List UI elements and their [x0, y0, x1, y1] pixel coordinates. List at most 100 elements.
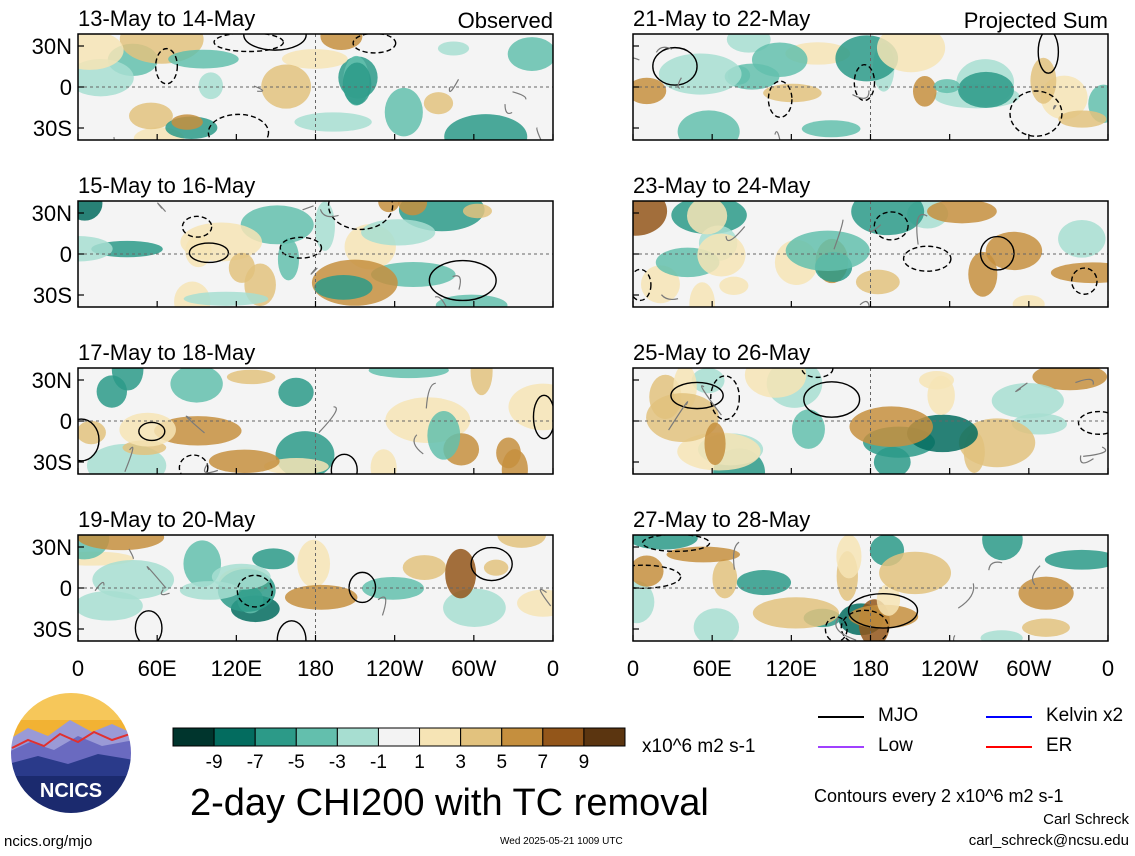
map-panel: 30N 0 30S 15-May to 16-May: [32, 173, 554, 308]
y-tick-label: 30S: [33, 450, 72, 475]
coastline: [124, 446, 134, 472]
mjo-contour: [1009, 90, 1063, 137]
colorbar-units: x10^6 m2 s-1: [642, 736, 756, 757]
colorbar-swatch: [172, 727, 215, 747]
anomaly-blob: [752, 597, 839, 629]
mjo-contour: [824, 616, 848, 641]
anomaly-blob: [263, 458, 329, 474]
coastline: [916, 214, 928, 245]
map-panel: 30N 0 30S 13-May to 14-May Observed: [32, 6, 554, 141]
mjo-contour: [428, 259, 497, 302]
anomaly-blob: [361, 219, 436, 246]
y-tick-label: 30S: [33, 283, 72, 308]
anomaly-blob: [633, 77, 667, 105]
anomaly-blob: [294, 112, 372, 132]
anomaly-blob: [170, 368, 223, 403]
anomaly-blob: [198, 72, 223, 100]
colorbar-swatch: [254, 727, 297, 747]
coastline: [536, 127, 542, 140]
mjo-contour: [803, 381, 861, 418]
anomaly-blob: [342, 62, 372, 106]
coastline: [539, 588, 552, 607]
mjo-contour: [178, 454, 209, 474]
anomaly-blob: [92, 559, 175, 600]
coastline: [253, 85, 264, 92]
colorbar-swatch: [295, 727, 338, 747]
anomaly-blob: [444, 114, 528, 140]
anomaly-blob: [646, 393, 719, 442]
anomaly-blob: [470, 368, 493, 396]
coastline: [113, 136, 115, 140]
coastline: [957, 583, 975, 609]
anomaly-blob: [423, 92, 454, 115]
ncics-logo: NCICS: [8, 690, 134, 816]
anomaly-blob: [640, 265, 680, 304]
panel-period: 19-May to 20-May: [78, 507, 255, 532]
anomaly-blob: [744, 368, 807, 398]
mjo-contour: [470, 546, 513, 582]
coastline: [859, 300, 870, 307]
x-tick-label: 60W: [1006, 656, 1051, 681]
anomaly-blob: [228, 252, 256, 283]
anomaly-blob: [78, 420, 106, 445]
footer-url[interactable]: ncics.org/mjo: [4, 833, 93, 850]
mjo-contour: [330, 453, 358, 474]
colorbar-label: -5: [288, 752, 305, 772]
anomaly-blob: [693, 608, 740, 641]
mjo-contour: [1070, 267, 1098, 295]
mjo-contour: [181, 215, 213, 238]
anomaly-blob: [633, 535, 698, 550]
anomaly-blob: [876, 34, 946, 73]
x-tick-label: 120E: [211, 656, 262, 681]
coastline: [655, 46, 673, 53]
anomaly-blob: [689, 282, 716, 307]
coastline: [677, 77, 682, 89]
mjo-contour: [652, 46, 698, 86]
mjo-contour: [352, 34, 397, 54]
mjo-contour: [236, 574, 273, 608]
x-tick-label: 180: [852, 656, 889, 681]
coastline: [668, 401, 689, 431]
legend-label-kelvin: Kelvin x2: [1046, 705, 1124, 726]
map-panel: 23-May to 24-May: [632, 173, 1109, 308]
anomaly-blob: [427, 410, 461, 460]
mjo-contour: [801, 368, 834, 379]
map-panel: 27-May to 28-May 0 60E 120E 180 120W 60W 0: [627, 507, 1114, 681]
anomaly-blob: [763, 83, 822, 103]
panel-tag: Observed: [458, 8, 553, 33]
coastline: [868, 224, 882, 233]
mjo-contour: [633, 268, 652, 302]
colorbar-swatch: [583, 727, 626, 747]
mjo-contour: [847, 593, 919, 629]
anomaly-blob: [384, 87, 423, 137]
legend-label-er: ER: [1046, 735, 1073, 756]
anomaly-blob: [362, 576, 425, 600]
colorbar-swatch: [542, 727, 585, 747]
coastline: [512, 91, 527, 100]
coastline: [1079, 455, 1094, 464]
coastline: [504, 104, 513, 115]
anomaly-blob: [437, 41, 470, 56]
panel-period: 27-May to 28-May: [633, 507, 810, 532]
mjo-contour: [979, 235, 1015, 271]
anomaly-blob: [1044, 549, 1108, 570]
anomaly-blob: [927, 201, 997, 224]
x-tick-label: 120W: [921, 656, 979, 681]
coastline: [160, 589, 170, 596]
colorbar-swatch: [336, 727, 379, 747]
anomaly-blob: [704, 422, 726, 466]
footer-email[interactable]: carl_schreck@ncsu.edu: [968, 832, 1129, 849]
anomaly-blob: [508, 383, 553, 431]
anomaly-blob: [211, 563, 271, 590]
anomaly-blob: [78, 236, 113, 262]
coastline: [852, 90, 870, 99]
coastline: [633, 57, 640, 61]
colorbar-label: 5: [496, 752, 507, 772]
coastline: [146, 566, 167, 589]
anomaly-blob: [785, 230, 870, 272]
map-panel: 30N 0 30S 17-May to 18-May: [32, 340, 554, 475]
x-tick-label: 180: [297, 656, 334, 681]
mjo-contour: [767, 80, 793, 119]
